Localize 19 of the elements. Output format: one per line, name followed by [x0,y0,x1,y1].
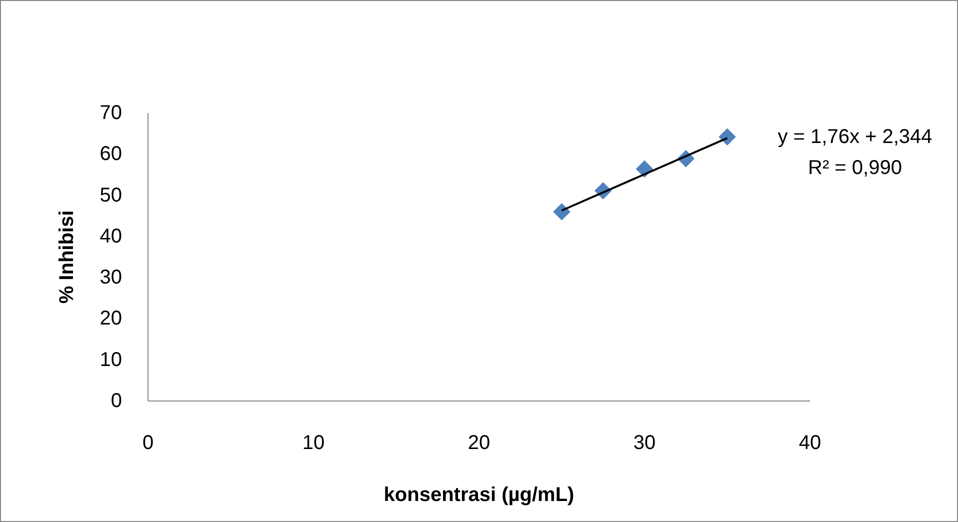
y-axis-title: % Inhibisi [56,210,78,304]
annotation: R² = 0,990 [808,157,902,179]
x-tick-label: 10 [302,432,325,454]
y-tick-label: 60 [100,143,122,166]
x-tick-label: 20 [468,432,490,454]
y-tick-label: 70 [100,102,122,124]
point [718,128,736,146]
x-tick-label: 30 [633,432,656,454]
y-tick-label: 10 [100,348,122,371]
y-tick-label: 40 [100,225,122,248]
y-tick-label: 50 [100,184,122,206]
y-tick-label: 30 [100,266,122,289]
y-tick-label: 20 [100,308,122,330]
x-tick-label: 0 [142,432,154,454]
x-axis-title: konsentrasi (µg/mL) [384,484,574,506]
point [553,203,570,220]
annotation: y = 1,76x + 2,344 [778,126,932,148]
y-tick-label: 0 [110,390,122,412]
x-tick-label: 40 [798,432,822,454]
